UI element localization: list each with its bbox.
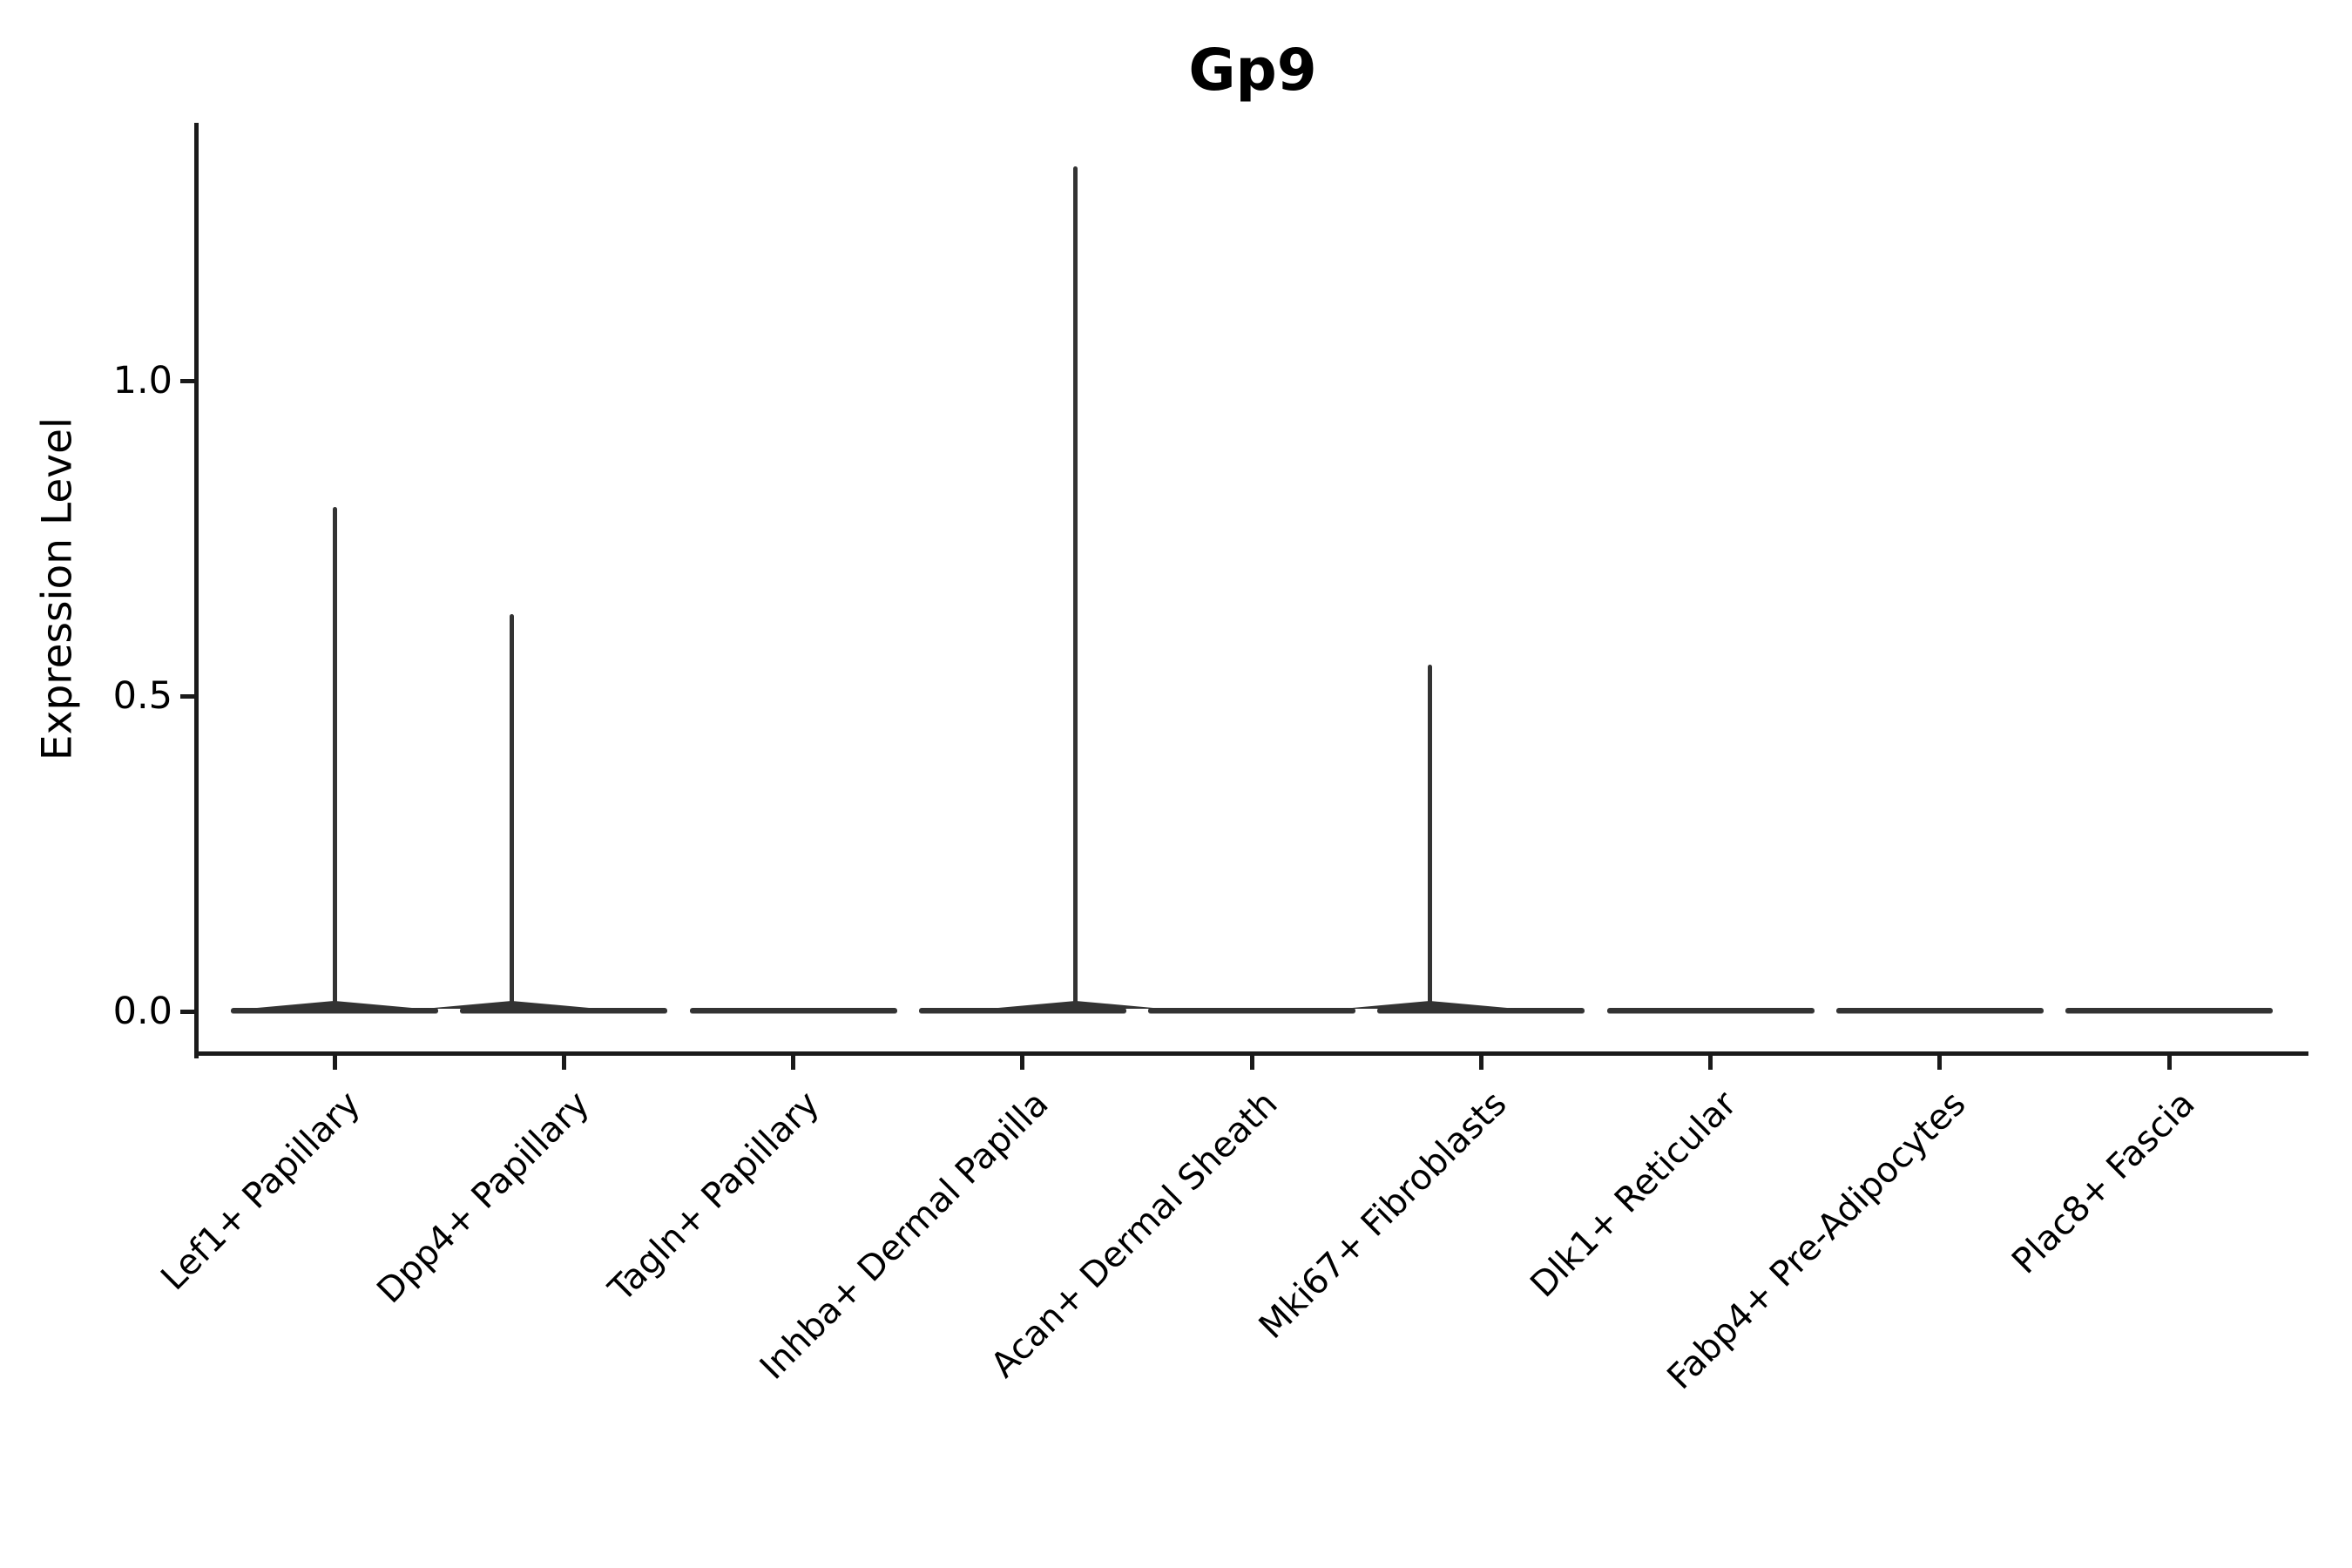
y-tick-label: 0.5 [112,674,172,718]
x-tick-mark [791,1056,795,1070]
violin-body [689,1008,897,1014]
violin-spike [1073,166,1078,1011]
violin-spike [509,613,514,1011]
x-tick-mark [332,1056,337,1070]
violin-body [460,1008,668,1014]
violin-body [1148,1008,1355,1014]
x-tick-mark [1478,1056,1484,1070]
x-tick-mark [2166,1056,2172,1070]
violin-spike [332,506,337,1011]
x-axis-spine [194,1051,2308,1056]
violin-body [1835,1008,2044,1014]
y-tick-mark [180,378,194,383]
x-tick-mark [1708,1056,1713,1070]
violin-body [1606,1008,1815,1014]
x-tick-mark [1020,1056,1025,1070]
violin-body [918,1008,1126,1014]
y-axis-spine [194,123,199,1058]
violin-body [1377,1008,1585,1014]
y-tick-mark [180,1009,194,1014]
x-tick-mark [561,1056,566,1070]
x-tick-mark [1249,1056,1254,1070]
x-tick-mark [1937,1056,1943,1070]
violin-spike [1427,664,1432,1011]
y-tick-label: 1.0 [112,359,172,402]
y-tick-mark [180,693,194,699]
chart-title: Gp9 [1188,37,1317,104]
violin-body [2065,1008,2273,1014]
y-tick-label: 0.0 [112,990,172,1033]
